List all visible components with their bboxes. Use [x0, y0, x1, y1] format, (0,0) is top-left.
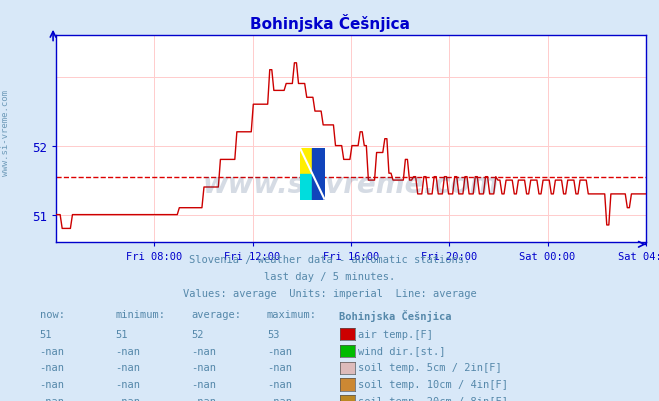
Text: -nan: -nan: [267, 396, 292, 401]
Text: wind dir.[st.]: wind dir.[st.]: [358, 346, 445, 356]
Polygon shape: [300, 174, 312, 200]
Text: -nan: -nan: [40, 396, 65, 401]
Text: air temp.[F]: air temp.[F]: [358, 329, 433, 339]
Text: Bohinjska Češnjica: Bohinjska Češnjica: [250, 14, 409, 32]
Text: now:: now:: [40, 310, 65, 320]
Text: -nan: -nan: [191, 396, 216, 401]
Text: 51: 51: [115, 329, 128, 339]
Polygon shape: [300, 148, 312, 174]
Text: -nan: -nan: [40, 346, 65, 356]
Text: -nan: -nan: [267, 363, 292, 373]
Text: -nan: -nan: [191, 363, 216, 373]
Text: -nan: -nan: [115, 379, 140, 389]
Text: Values: average  Units: imperial  Line: average: Values: average Units: imperial Line: av…: [183, 288, 476, 298]
Text: last day / 5 minutes.: last day / 5 minutes.: [264, 271, 395, 282]
Text: -nan: -nan: [191, 346, 216, 356]
Text: soil temp. 20cm / 8in[F]: soil temp. 20cm / 8in[F]: [358, 396, 508, 401]
Text: -nan: -nan: [267, 379, 292, 389]
Text: -nan: -nan: [115, 363, 140, 373]
Text: -nan: -nan: [115, 396, 140, 401]
Text: Slovenia / weather data - automatic stations.: Slovenia / weather data - automatic stat…: [189, 255, 470, 265]
Text: 53: 53: [267, 329, 279, 339]
Text: maximum:: maximum:: [267, 310, 317, 320]
Text: -nan: -nan: [40, 363, 65, 373]
Text: average:: average:: [191, 310, 241, 320]
Text: 51: 51: [40, 329, 52, 339]
Text: Bohinjska Češnjica: Bohinjska Češnjica: [339, 310, 452, 322]
Text: -nan: -nan: [115, 346, 140, 356]
Text: 52: 52: [191, 329, 204, 339]
Text: -nan: -nan: [40, 379, 65, 389]
Text: soil temp. 5cm / 2in[F]: soil temp. 5cm / 2in[F]: [358, 363, 501, 373]
Text: minimum:: minimum:: [115, 310, 165, 320]
Text: www.si-vreme.com: www.si-vreme.com: [203, 171, 499, 199]
Polygon shape: [312, 148, 325, 200]
Text: soil temp. 10cm / 4in[F]: soil temp. 10cm / 4in[F]: [358, 379, 508, 389]
Text: -nan: -nan: [267, 346, 292, 356]
Text: -nan: -nan: [191, 379, 216, 389]
Text: www.si-vreme.com: www.si-vreme.com: [1, 89, 10, 175]
